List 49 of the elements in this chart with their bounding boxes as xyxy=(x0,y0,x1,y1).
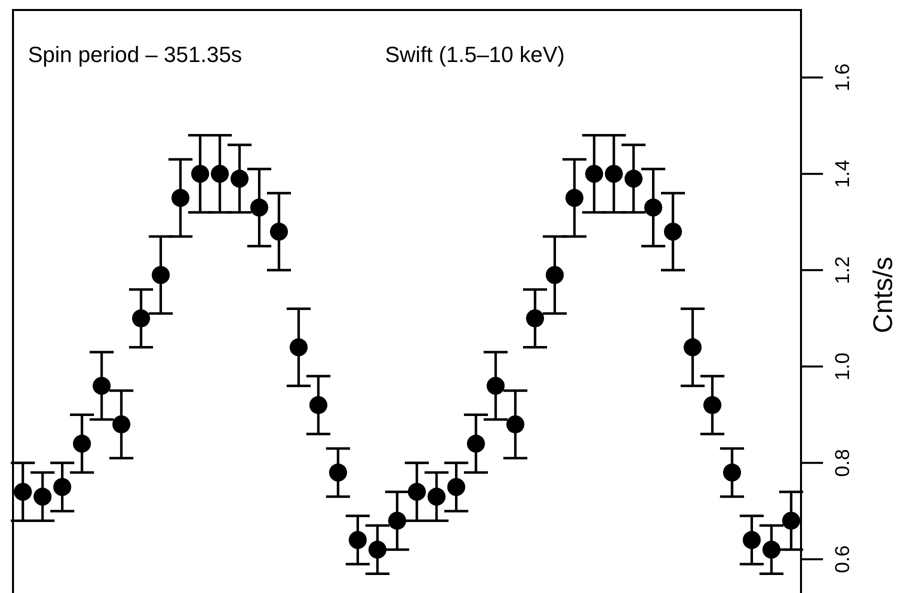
point xyxy=(664,222,682,241)
point xyxy=(72,434,91,453)
y-tick-label: 1.0 xyxy=(832,352,854,380)
point xyxy=(290,338,308,356)
point xyxy=(388,512,406,530)
point xyxy=(348,531,367,549)
y-tick-label: 1.6 xyxy=(832,64,854,92)
point xyxy=(644,198,662,217)
point xyxy=(506,415,524,434)
point xyxy=(329,464,348,482)
y-tick-label: 0.6 xyxy=(832,545,854,574)
point xyxy=(132,309,150,328)
annotation: Swift (1.5–10 keV) xyxy=(385,42,565,67)
point xyxy=(14,482,32,501)
point xyxy=(171,188,190,207)
point xyxy=(742,531,761,549)
point xyxy=(447,478,466,496)
point xyxy=(53,478,72,496)
point xyxy=(112,415,130,434)
point xyxy=(368,540,386,559)
point xyxy=(762,540,780,559)
y-axis-title: Cnts/s xyxy=(868,256,898,334)
y-tick-label: 1.4 xyxy=(832,160,854,188)
point xyxy=(684,338,702,356)
point xyxy=(723,464,742,482)
point xyxy=(191,164,210,183)
point xyxy=(585,164,604,183)
point xyxy=(486,376,505,395)
point xyxy=(270,222,288,241)
point xyxy=(782,512,800,530)
point xyxy=(526,309,544,328)
y-tick-label: 1.2 xyxy=(832,256,854,284)
point xyxy=(546,266,564,284)
point xyxy=(152,266,170,284)
point xyxy=(230,170,249,188)
point xyxy=(210,164,229,183)
point xyxy=(624,170,643,188)
y-tick-label: 0.8 xyxy=(832,449,854,477)
point xyxy=(703,396,722,414)
point xyxy=(408,482,426,501)
point xyxy=(604,164,623,183)
point xyxy=(466,434,485,453)
point xyxy=(309,396,328,414)
point xyxy=(428,488,446,506)
point xyxy=(92,376,111,395)
point xyxy=(34,488,52,506)
point xyxy=(250,198,268,217)
point xyxy=(565,188,584,207)
annotation: Spin period – 351.35s xyxy=(28,42,242,67)
